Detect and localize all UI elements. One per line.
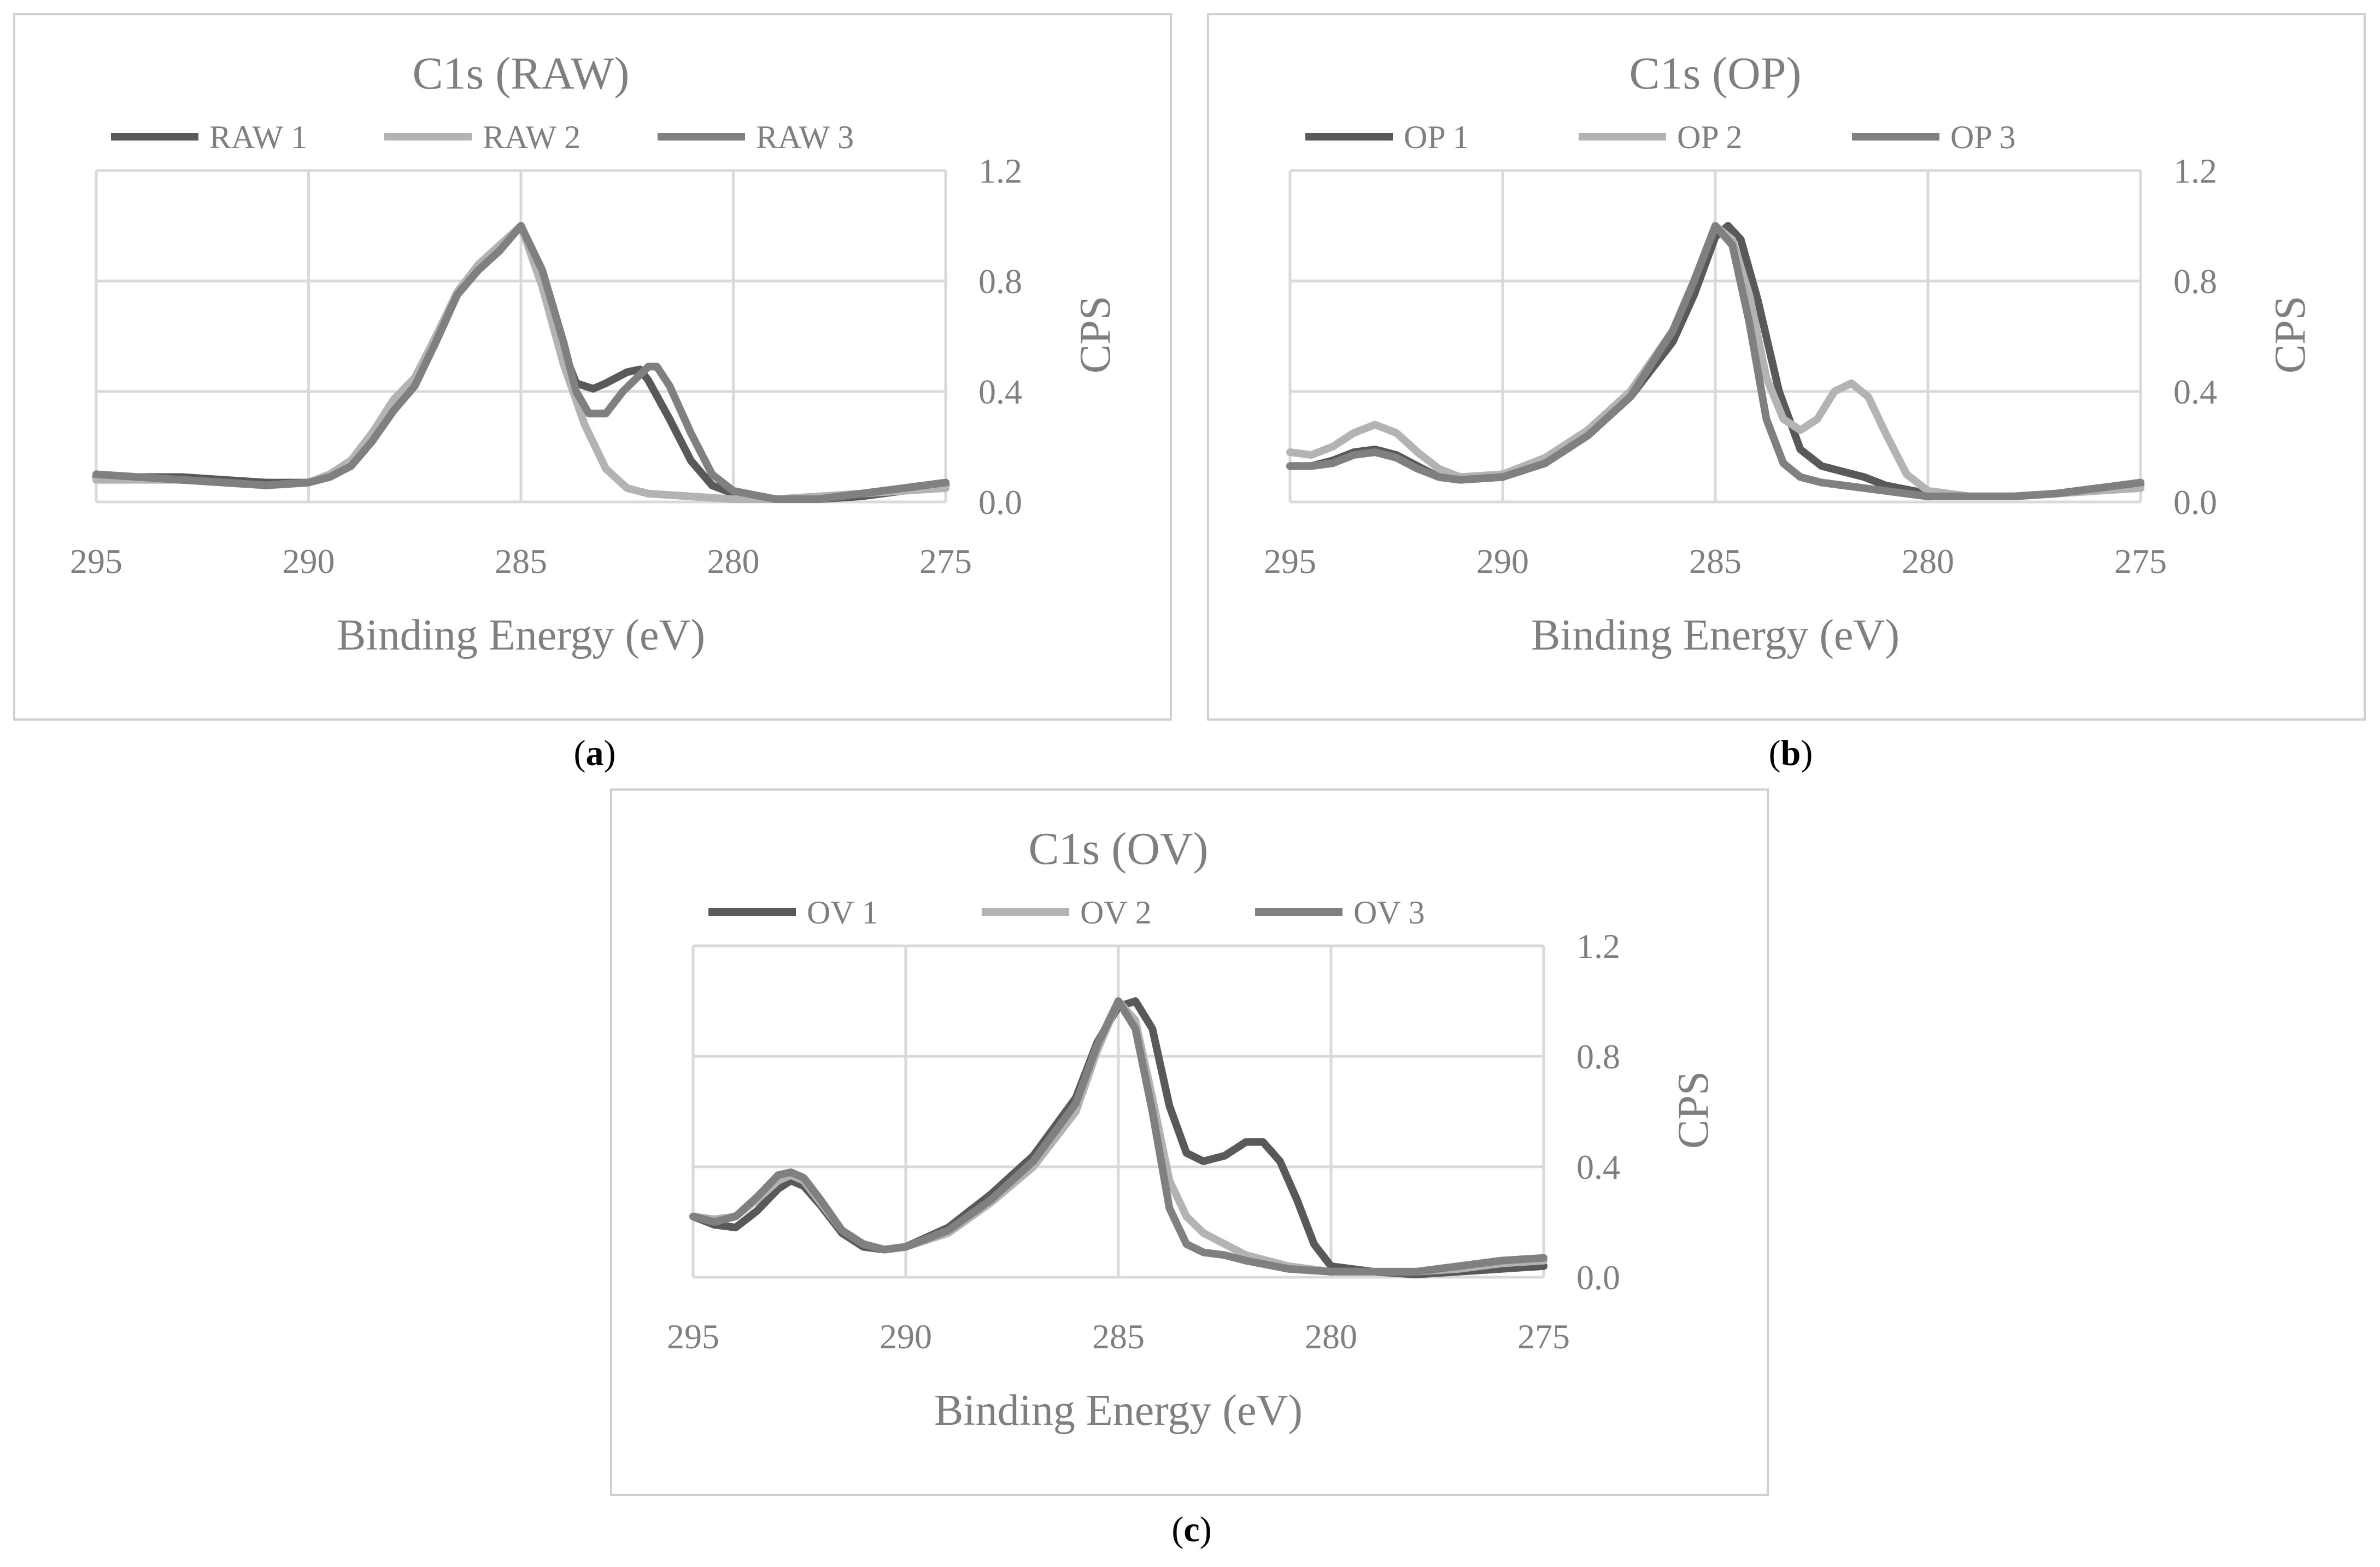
legend-label: OP 1: [1404, 119, 1469, 155]
series-line-ov-3: [689, 997, 1547, 1276]
series-line-raw-3: [92, 222, 949, 503]
y-axis-title: CPS: [2266, 296, 2314, 373]
y-tick-label: 0.0: [2173, 483, 2217, 522]
y-tick-label: 0.0: [1576, 1258, 1620, 1297]
x-axis-title: Binding Energy (eV): [934, 1387, 1303, 1435]
y-tick-label: 0.8: [978, 262, 1022, 301]
x-tick-label: 290: [283, 542, 335, 581]
chart-title: C1s (OP): [1629, 48, 1801, 99]
subfigure-label-c: (c): [1171, 1510, 1212, 1550]
x-tick-label: 280: [1305, 1317, 1357, 1356]
legend-label: OP 2: [1677, 119, 1742, 155]
y-tick-label: 0.0: [978, 483, 1022, 522]
legend-label: OV 2: [1080, 894, 1152, 931]
panel-a-frame: [13, 13, 1172, 721]
y-axis-title: CPS: [1071, 296, 1119, 373]
y-tick-label: 0.4: [2173, 372, 2217, 411]
panel-b-frame: [1207, 13, 2366, 721]
x-tick-label: 295: [1264, 542, 1316, 581]
x-tick-label: 275: [1517, 1317, 1570, 1356]
x-axis-title: Binding Energy (eV): [1531, 611, 1900, 659]
y-tick-label: 1.2: [978, 151, 1022, 190]
x-tick-label: 295: [667, 1317, 719, 1356]
x-tick-label: 280: [1902, 542, 1954, 581]
y-tick-label: 0.4: [1576, 1148, 1620, 1186]
x-tick-label: 275: [919, 542, 972, 581]
chart-title: C1s (RAW): [413, 48, 630, 99]
legend-label: RAW 2: [483, 119, 581, 155]
y-tick-label: 1.2: [2173, 151, 2217, 190]
series-line-op-3: [1286, 222, 2144, 500]
y-tick-label: 0.8: [2173, 262, 2217, 301]
panel-c-frame: [610, 788, 1769, 1496]
x-tick-label: 290: [880, 1317, 932, 1356]
subfigure-label-a: (a): [573, 733, 616, 773]
x-tick-label: 285: [1092, 1317, 1145, 1356]
y-tick-label: 1.2: [1576, 927, 1620, 966]
legend-label: OV 1: [807, 894, 878, 931]
legend-label: RAW 1: [209, 119, 307, 155]
chart-title: C1s (OV): [1029, 823, 1209, 874]
legend-label: OV 3: [1353, 894, 1425, 931]
x-tick-label: 295: [70, 542, 122, 581]
x-tick-label: 290: [1476, 542, 1529, 581]
x-tick-label: 285: [495, 542, 547, 581]
y-axis-title: CPS: [1669, 1071, 1717, 1149]
legend-label: OP 3: [1950, 119, 2015, 155]
y-tick-label: 0.8: [1576, 1037, 1620, 1076]
subfigure-label-b: (b): [1768, 733, 1813, 773]
x-tick-label: 280: [707, 542, 760, 581]
x-axis-title: Binding Energy (eV): [337, 611, 705, 659]
x-tick-label: 275: [2114, 542, 2167, 581]
y-tick-label: 0.4: [978, 372, 1022, 411]
legend-label: RAW 3: [756, 119, 854, 155]
x-tick-label: 285: [1689, 542, 1742, 581]
